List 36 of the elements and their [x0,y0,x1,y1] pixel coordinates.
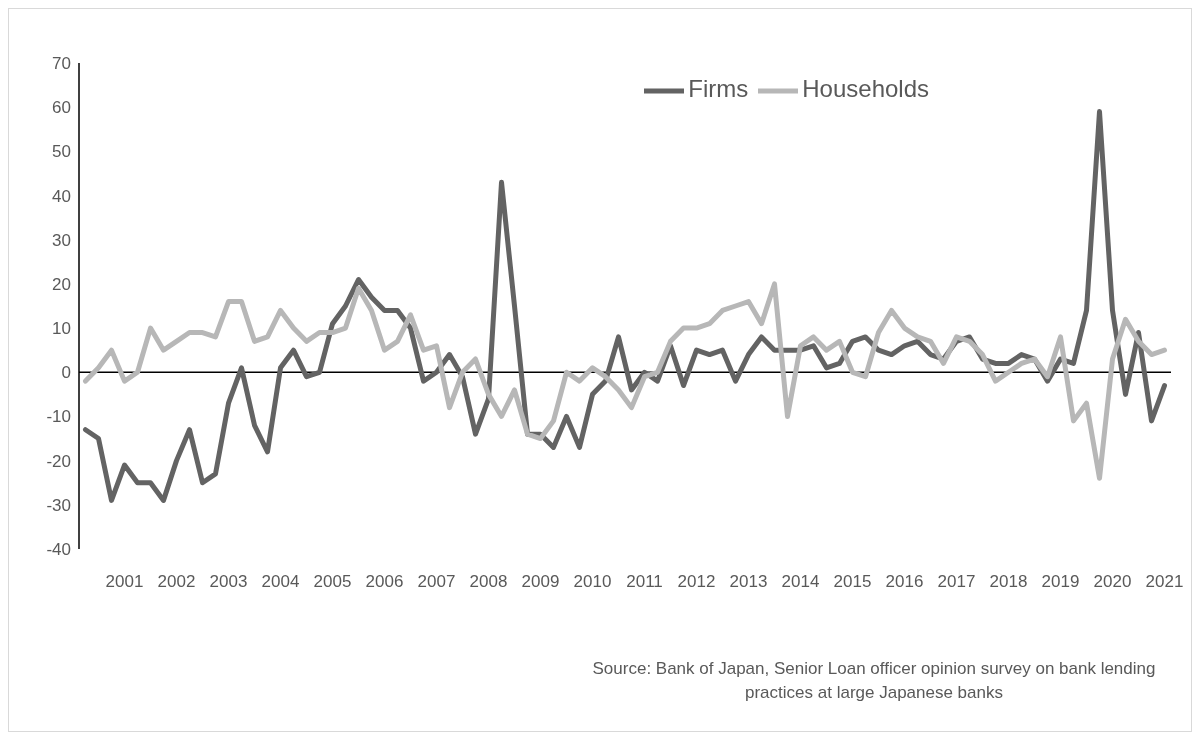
x-tick-label: 2011 [626,572,663,592]
x-tick-label: 2015 [833,572,872,592]
y-tick-label: 10 [52,319,71,339]
y-tick-label: 0 [61,363,71,383]
legend-label: Households [802,75,929,103]
x-tick-label: 2020 [1093,572,1132,592]
x-tick-label: 2014 [781,572,820,592]
x-tick-label: 2012 [677,572,716,592]
x-tick-label: 2007 [417,572,456,592]
x-tick-label: 2009 [521,572,560,592]
y-tick-label: -30 [46,495,71,515]
y-tick-label: 70 [52,54,71,74]
x-tick-label: 2019 [1041,572,1080,592]
x-tick-label: 2010 [573,572,612,592]
x-tick-label: 2018 [989,572,1028,592]
x-tick-label: 2002 [157,572,196,592]
x-tick-label: 2016 [885,572,924,592]
x-tick-label: 2021 [1145,572,1184,592]
y-tick-label: -20 [46,451,71,471]
x-tick-label: 2006 [365,572,404,592]
x-tick-label: 2003 [209,572,248,592]
legend-label: Firms [688,75,749,103]
y-tick-label: 20 [52,274,71,294]
x-tick-label: 2017 [937,572,976,592]
x-tick-label: 2008 [469,572,508,592]
y-tick-label: 40 [52,186,71,206]
x-tick-label: 2013 [729,572,768,592]
x-tick-label: 2004 [261,572,300,592]
y-tick-label: -10 [46,407,71,427]
y-tick-label: 50 [52,142,71,162]
x-tick-label: 2005 [313,572,352,592]
source-note: Source: Bank of Japan, Senior Loan officer opinion survey on bank lending practices at large Japanese banks [591,658,1157,704]
y-tick-label: 60 [52,98,71,118]
y-tick-label: -40 [46,540,71,560]
y-tick-label: 30 [52,230,71,250]
x-tick-label: 2001 [105,572,144,592]
